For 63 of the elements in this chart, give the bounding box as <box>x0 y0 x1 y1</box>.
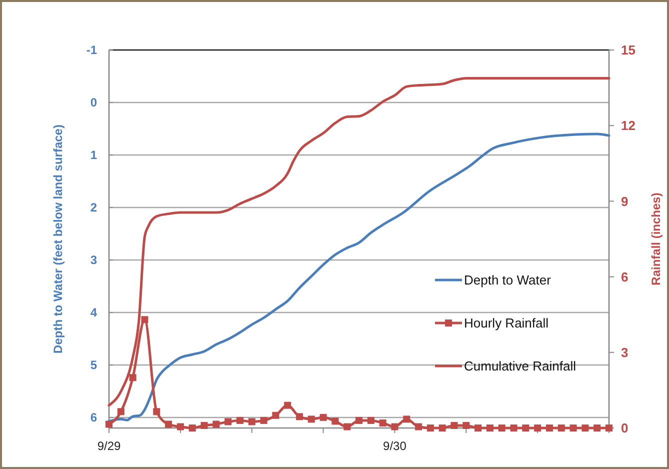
point <box>403 416 410 423</box>
point <box>129 374 136 382</box>
point <box>356 416 362 424</box>
point <box>594 424 601 432</box>
y2-tick-label: 15 <box>621 42 636 58</box>
y2-tick-label: 0 <box>621 420 628 436</box>
point <box>486 424 494 432</box>
y2-tick-label: 9 <box>621 194 628 209</box>
y-tick-label: 6 <box>90 410 98 425</box>
x-tick-label: 9/29 <box>97 439 121 453</box>
y2-tick-label: 12 <box>621 118 636 134</box>
point <box>474 424 482 432</box>
x-tick-label: 9/30 <box>383 439 407 453</box>
point <box>415 423 422 430</box>
legend-label: Depth to Water <box>464 272 552 288</box>
point <box>522 424 530 432</box>
y-tick-label: -1 <box>86 43 98 58</box>
y2-tick-label: 3 <box>621 344 628 360</box>
point <box>462 422 470 429</box>
point <box>570 424 577 432</box>
point <box>272 412 280 419</box>
y-tick-label: 4 <box>90 306 98 320</box>
point <box>308 416 315 423</box>
point <box>188 424 196 432</box>
point <box>426 424 434 432</box>
point <box>344 423 351 430</box>
point <box>248 418 256 426</box>
legend-label: Cumulative Rainfall <box>464 358 576 374</box>
point <box>320 414 327 421</box>
y2-axis-title: Rainfall (inches) <box>649 192 663 286</box>
point <box>296 413 303 420</box>
point <box>391 423 398 430</box>
point <box>450 422 458 429</box>
point <box>367 416 374 424</box>
legend-label: Hourly Rainfall <box>464 316 549 331</box>
y-tick-label: 5 <box>90 358 98 372</box>
point <box>284 402 292 409</box>
point <box>212 420 220 428</box>
point <box>236 416 244 424</box>
point <box>498 424 506 432</box>
y-axis-title: Depth to Water (feet below land surface) <box>51 124 65 354</box>
point <box>582 424 589 432</box>
point <box>176 423 184 430</box>
point <box>510 424 518 432</box>
point <box>117 408 124 416</box>
point <box>438 424 446 432</box>
point <box>534 424 542 432</box>
point <box>379 419 386 426</box>
point <box>153 408 160 416</box>
y-tick-label: 3 <box>90 253 98 268</box>
point <box>141 316 148 324</box>
point <box>224 418 232 426</box>
point <box>200 422 208 429</box>
point <box>260 416 268 424</box>
y2-tick-label: 6 <box>621 269 628 284</box>
point <box>165 420 172 428</box>
y-tick-label: 0 <box>90 96 98 110</box>
point <box>546 424 553 432</box>
y-tick-label: 2 <box>90 200 98 215</box>
point <box>106 420 112 428</box>
y-tick-label: 1 <box>90 148 98 162</box>
point <box>332 418 339 425</box>
point <box>558 424 565 432</box>
